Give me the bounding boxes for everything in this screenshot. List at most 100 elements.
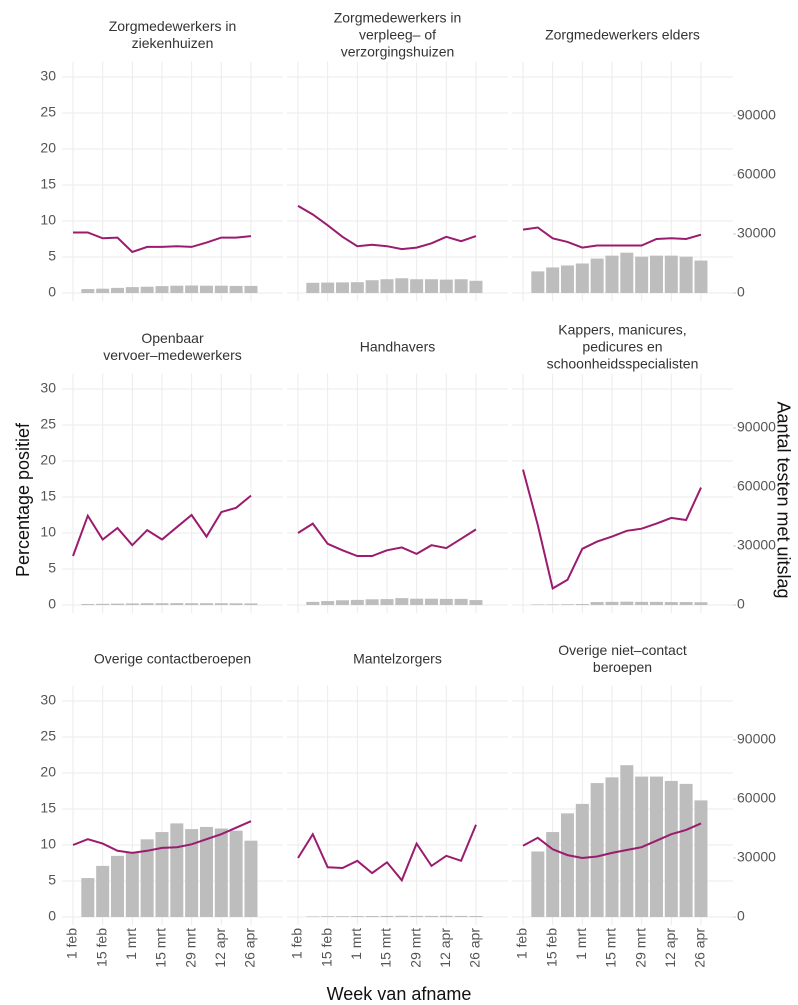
bar — [531, 851, 545, 917]
bar — [439, 915, 453, 917]
y2-tick-label: 0 — [737, 284, 745, 300]
line — [297, 205, 477, 251]
bar — [380, 599, 394, 605]
x-tick-label: 29 mrt — [407, 928, 423, 968]
bar — [605, 777, 619, 917]
bar — [424, 279, 438, 293]
y2-tick-label: 0 — [737, 596, 745, 612]
bar — [439, 279, 453, 293]
x-tick-label: 12 apr — [437, 928, 453, 968]
bar — [155, 603, 169, 605]
y-tick-label: 10 — [40, 836, 56, 852]
x-tick-label: 1 mrt — [573, 928, 589, 960]
bar — [694, 800, 708, 917]
y-tick-label: 5 — [48, 872, 56, 888]
bar — [365, 916, 379, 917]
y-axis-title: Percentage positief — [13, 422, 33, 577]
panel-title: ziekenhuizen — [132, 35, 214, 51]
bar — [199, 826, 213, 917]
bar — [199, 603, 213, 605]
y2-tick-label: 30000 — [737, 537, 776, 553]
bar — [199, 285, 213, 293]
bar — [649, 776, 663, 917]
panel-title: Zorgmedewerkers elders — [545, 27, 700, 43]
y-tick-label: 5 — [48, 248, 56, 264]
panel-title: vervoer–medewerkers — [103, 347, 242, 363]
x-tick-label: 1 feb — [514, 928, 530, 959]
bar — [81, 604, 95, 605]
y-tick-label: 15 — [40, 800, 56, 816]
bar — [439, 598, 453, 605]
panel-title: schoonheidsspecialisten — [547, 356, 699, 372]
line — [73, 231, 252, 254]
y-tick-label: 0 — [48, 284, 56, 300]
y-tick-label: 10 — [40, 212, 56, 228]
bar — [590, 602, 604, 605]
y-tick-label: 25 — [40, 416, 56, 432]
bar — [590, 258, 604, 293]
bar — [96, 288, 110, 293]
bar — [321, 601, 335, 605]
x-tick-label: 1 mrt — [348, 928, 364, 960]
bar — [350, 916, 364, 917]
bar — [155, 832, 169, 917]
bar — [454, 915, 468, 917]
bar — [469, 280, 483, 293]
line — [522, 822, 702, 860]
x-tick-label: 1 mrt — [123, 928, 139, 960]
bar — [244, 285, 258, 293]
panel-title: pedicures en — [582, 339, 662, 355]
bar — [620, 765, 634, 917]
y2-tick-label: 90000 — [737, 419, 776, 435]
bar — [424, 598, 438, 605]
x-tick-label: 26 apr — [242, 928, 258, 968]
bar — [546, 832, 560, 917]
bar — [694, 602, 708, 605]
y2-axis-title: Aantal testen met uitslag — [773, 401, 793, 598]
bar — [350, 282, 364, 293]
line — [72, 820, 252, 854]
bar — [229, 285, 243, 293]
panel-title: beroepen — [593, 659, 652, 675]
y2-tick-label: 60000 — [737, 166, 776, 182]
x-tick-label: 15 feb — [543, 928, 559, 967]
bar — [694, 260, 708, 293]
y-tick-label: 10 — [40, 524, 56, 540]
bar — [170, 603, 184, 605]
bar — [306, 916, 320, 917]
x-tick-label: 29 mrt — [182, 928, 198, 968]
panel-title: Zorgmedewerkers in — [109, 18, 237, 34]
bar — [454, 598, 468, 605]
line — [297, 522, 477, 557]
x-tick-label: 15 feb — [93, 928, 109, 967]
y-tick-label: 25 — [40, 104, 56, 120]
bar — [620, 601, 634, 605]
bar — [81, 878, 95, 917]
x-tick-label: 15 mrt — [153, 928, 169, 968]
bar — [321, 282, 335, 293]
bar — [185, 603, 199, 605]
bar — [605, 255, 619, 293]
panel-title: Overige niet–contact — [558, 642, 687, 658]
bar — [454, 279, 468, 293]
bar — [410, 598, 424, 605]
bar — [155, 286, 169, 293]
bar — [96, 865, 110, 917]
x-tick-label: 12 apr — [212, 928, 228, 968]
bar — [679, 602, 693, 605]
bar — [635, 601, 649, 605]
panel-title: Kappers, manicures, — [558, 322, 686, 338]
bar — [546, 267, 560, 293]
bar — [81, 289, 95, 293]
bar — [410, 279, 424, 293]
y-tick-label: 0 — [48, 596, 56, 612]
bar — [229, 603, 243, 605]
bar — [335, 600, 349, 605]
bar — [244, 840, 258, 917]
bar — [575, 803, 589, 917]
bar — [380, 915, 394, 917]
bar — [229, 830, 243, 917]
panel-title: Openbaar — [141, 330, 204, 346]
x-tick-label: 15 mrt — [378, 928, 394, 968]
x-tick-label: 1 feb — [289, 928, 305, 959]
